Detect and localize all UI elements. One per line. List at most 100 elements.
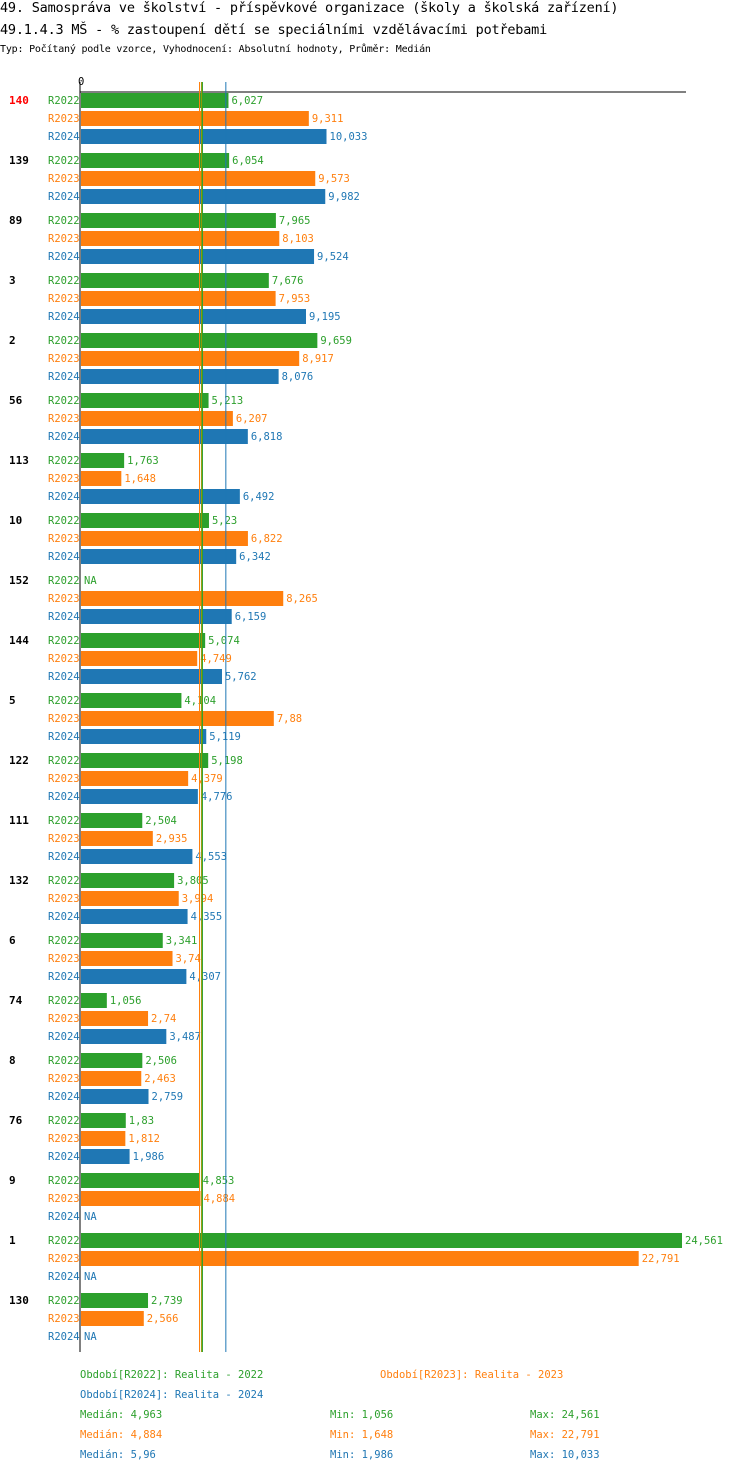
bar-value-label: 5,119: [209, 731, 241, 743]
category-label: 10: [9, 514, 22, 527]
bar-value-label: 5,762: [225, 671, 257, 683]
legend-max: Max: 22,791: [530, 1429, 600, 1441]
bar-value-label: 6,818: [251, 431, 283, 443]
bar: [81, 693, 182, 708]
bar-value-label: 7,88: [277, 713, 302, 725]
bar-value-label: 4,884: [204, 1193, 236, 1205]
bar-value-label: 9,982: [328, 191, 360, 203]
bar-value-label: 2,935: [156, 833, 188, 845]
series-label: R2023: [48, 833, 80, 845]
bar: [81, 1293, 149, 1308]
bar: [81, 1149, 130, 1164]
legend-period-r2022: Období[R2022]: Realita - 2022: [80, 1369, 263, 1381]
bar-value-label: NA: [84, 1271, 97, 1283]
bar: [81, 831, 153, 846]
series-label: R2022: [48, 1175, 80, 1187]
bar: [81, 933, 163, 948]
series-label: R2022: [48, 455, 80, 467]
bar: [81, 213, 276, 228]
bar-value-label: 6,342: [239, 551, 271, 563]
bar-value-label: 1,763: [127, 455, 159, 467]
bar-value-label: 4,553: [195, 851, 227, 863]
bar-value-label: 3,805: [177, 875, 209, 887]
category-label: 56: [9, 394, 23, 407]
bar: [81, 891, 179, 906]
legend-period-r2023: Období[R2023]: Realita - 2023: [380, 1369, 563, 1381]
bar-value-label: 2,74: [151, 1013, 176, 1025]
category-label: 140: [9, 94, 29, 107]
bar-value-label: 4,749: [200, 653, 232, 665]
bar-value-label: 1,648: [124, 473, 156, 485]
series-label: R2022: [48, 275, 80, 287]
bar-value-label: 8,103: [282, 233, 314, 245]
series-label: R2023: [48, 653, 80, 665]
series-label: R2023: [48, 533, 80, 545]
series-label: R2024: [48, 851, 80, 863]
bar: [81, 873, 175, 888]
bar-value-label: 7,676: [272, 275, 304, 287]
series-label: R2024: [48, 1151, 80, 1163]
series-label: R2024: [48, 731, 80, 743]
bar-value-label: 6,207: [236, 413, 268, 425]
series-label: R2022: [48, 1115, 80, 1127]
bar: [81, 849, 193, 864]
bar-value-label: 8,076: [282, 371, 314, 383]
series-label: R2024: [48, 131, 80, 143]
bar: [81, 471, 122, 486]
series-label: R2022: [48, 935, 80, 947]
bar-value-label: 6,492: [243, 491, 275, 503]
bar: [81, 633, 206, 648]
bar: [81, 993, 107, 1008]
series-label: R2024: [48, 671, 80, 683]
bar-value-label: 2,463: [144, 1073, 176, 1085]
series-label: R2022: [48, 1055, 80, 1067]
bar-value-label: 5,23: [212, 515, 237, 527]
legend-median: Medián: 5,96: [80, 1449, 156, 1461]
legend-min: Min: 1,648: [330, 1429, 393, 1441]
bar-value-label: 4,104: [184, 695, 216, 707]
bar-value-label: 5,198: [211, 755, 243, 767]
series-label: R2023: [48, 353, 80, 365]
bar-value-label: 3,74: [176, 953, 201, 965]
series-label: R2024: [48, 1031, 80, 1043]
category-label: 113: [9, 454, 29, 467]
bar-value-label: 3,341: [166, 935, 198, 947]
series-label: R2024: [48, 311, 80, 323]
series-label: R2023: [48, 1193, 80, 1205]
bar: [81, 453, 125, 468]
series-label: R2022: [48, 335, 80, 347]
bar-value-label: 6,054: [232, 155, 264, 167]
category-label: 139: [9, 154, 29, 167]
bar: [81, 513, 209, 528]
bar-value-label: 6,159: [235, 611, 267, 623]
bar: [81, 711, 274, 726]
series-label: R2024: [48, 251, 80, 263]
bar-value-label: 9,311: [312, 113, 344, 125]
category-label: 89: [9, 214, 22, 227]
category-label: 111: [9, 814, 29, 827]
series-label: R2023: [48, 1013, 80, 1025]
series-label: R2022: [48, 695, 80, 707]
bar-value-label: 8,265: [286, 593, 318, 605]
bar: [81, 1113, 126, 1128]
bar-value-label: 2,504: [145, 815, 177, 827]
bar-value-label: 4,379: [191, 773, 223, 785]
bar: [81, 111, 309, 126]
series-label: R2023: [48, 473, 80, 485]
bar-value-label: 2,739: [151, 1295, 183, 1307]
bar-value-label: 4,307: [189, 971, 221, 983]
bar: [81, 429, 248, 444]
bar: [81, 729, 207, 744]
series-label: R2022: [48, 515, 80, 527]
bar: [81, 1029, 167, 1044]
bar-value-label: 6,027: [231, 95, 263, 107]
legend-median: Medián: 4,884: [80, 1429, 162, 1441]
bar-value-label: 3,487: [169, 1031, 201, 1043]
bar: [81, 393, 209, 408]
series-label: R2022: [48, 815, 80, 827]
category-label: 144: [9, 634, 29, 647]
series-label: R2024: [48, 1331, 80, 1343]
legend-period-r2024: Období[R2024]: Realita - 2024: [80, 1389, 263, 1401]
bar-value-label: 9,573: [318, 173, 350, 185]
